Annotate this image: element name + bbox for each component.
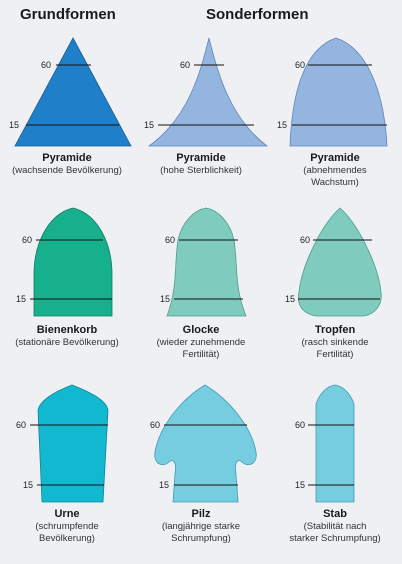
shape-pilz: 60 15 Pilz (langjährige starke Schrumpfu… (134, 382, 268, 545)
shape-body (14, 37, 132, 147)
pyramide-abnehmend-graphic: 60 15 (277, 37, 388, 147)
shape-body (147, 37, 268, 147)
pyramide-wachsend-graphic: 60 15 (9, 37, 132, 147)
shape-pyramide-abnehmend: 60 15 Pyramide (abnehmendes Wachstum) (268, 34, 402, 189)
shape-name: Urne (54, 508, 80, 520)
tick-15: 15 (277, 120, 287, 130)
tick-15: 15 (160, 294, 170, 304)
shape-name: Pyramide (310, 152, 360, 164)
header-grundformen: Grundformen (20, 6, 116, 23)
shape-pyramide-sterblichkeit: 60 15 Pyramide (hohe Sterblichkeit) (134, 34, 268, 177)
tick-60: 60 (300, 235, 310, 245)
shape-body (33, 207, 113, 317)
shape-name: Glocke (182, 324, 220, 336)
tick-60: 60 (180, 60, 190, 70)
shape-body (166, 207, 247, 317)
shape-glocke: 60 15 Glocke (wieder zunehmende Fertilit… (134, 204, 268, 361)
tick-15: 15 (144, 120, 154, 130)
tick-15: 15 (159, 480, 169, 490)
tick-60: 60 (295, 420, 305, 430)
tick-15: 15 (16, 294, 26, 304)
tick-15: 15 (285, 294, 295, 304)
shape-body (37, 384, 109, 503)
shape-pyramide-wachsend: 60 15 Pyramide (wachsende Bevölkerung) (0, 34, 134, 177)
shape-name: Pyramide (42, 152, 92, 164)
glocke-graphic: 60 15 (160, 207, 247, 317)
tick-60: 60 (41, 60, 51, 70)
shape-name: Stab (323, 508, 347, 520)
header-sonderformen: Sonderformen (206, 6, 309, 23)
shape-bienenkorb: 60 15 Bienenkorb (stationäre Bevölkerung… (0, 204, 134, 349)
shape-subtitle: (hohe Sterblichkeit) (160, 165, 242, 176)
shape-name: Tropfen (314, 324, 356, 336)
shape-body (289, 37, 388, 147)
shape-subtitle: (schrumpfende Bevölkerung) (35, 521, 99, 544)
shape-subtitle: (abnehmendes Wachstum) (303, 165, 367, 188)
stab-graphic: 60 15 (295, 384, 355, 503)
shape-subtitle: (wieder zunehmende Fertilität) (156, 337, 246, 360)
urne-graphic: 60 15 (16, 384, 109, 503)
tick-15: 15 (9, 120, 19, 130)
shape-body (315, 384, 355, 503)
tick-15: 15 (295, 480, 305, 490)
shape-subtitle: (langjährige starke Schrumpfung) (161, 521, 241, 544)
shape-subtitle: (stationäre Bevölkerung) (15, 337, 119, 348)
tick-60: 60 (150, 420, 160, 430)
shape-body (297, 207, 382, 317)
shape-urne: 60 15 Urne (schrumpfende Bevölkerung) (0, 382, 134, 545)
shape-subtitle: (wachsende Bevölkerung) (12, 165, 122, 176)
shape-name: Bienenkorb (36, 324, 98, 336)
shape-name: Pilz (191, 508, 211, 520)
shape-name: Pyramide (176, 152, 226, 164)
shape-body (154, 384, 257, 503)
tick-60: 60 (22, 235, 32, 245)
tick-60: 60 (165, 235, 175, 245)
pyramide-sterblichkeit-graphic: 60 15 (144, 37, 268, 147)
tropfen-graphic: 60 15 (285, 207, 382, 317)
shape-tropfen: 60 15 Tropfen (rasch sinkende Fertilität… (268, 204, 402, 361)
tick-60: 60 (16, 420, 26, 430)
pilz-graphic: 60 15 (150, 384, 257, 503)
tick-15: 15 (23, 480, 33, 490)
shape-subtitle: (Stabilität nach starker Schrumpfung) (289, 521, 381, 544)
tick-60: 60 (295, 60, 305, 70)
bienenkorb-graphic: 60 15 (16, 207, 113, 317)
shape-stab: 60 15 Stab (Stabilität nach starker Schr… (268, 382, 402, 545)
shape-subtitle: (rasch sinkende Fertilität) (301, 337, 369, 360)
